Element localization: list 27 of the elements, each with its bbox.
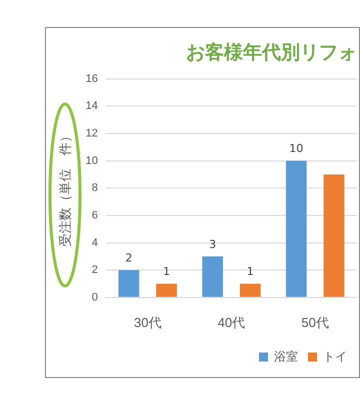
y-tick-label: 14 xyxy=(86,100,98,112)
x-tick-label: 30代 xyxy=(134,314,162,330)
bar xyxy=(286,160,307,297)
y-axis-title: 受注数（単位 件） xyxy=(57,130,72,247)
x-tick-label: 50代 xyxy=(301,314,329,330)
data-label: 2 xyxy=(125,251,132,264)
y-tick-label: 16 xyxy=(86,72,98,85)
legend-label: 浴室 xyxy=(274,349,298,364)
bar xyxy=(156,284,177,297)
legend-label: トイ xyxy=(323,349,347,364)
bar xyxy=(202,256,223,297)
y-tick-label: 0 xyxy=(92,291,98,304)
y-tick-label: 6 xyxy=(92,209,98,222)
bar xyxy=(118,270,140,297)
bar xyxy=(324,174,344,297)
data-label: 1 xyxy=(163,265,170,278)
x-tick-label: 40代 xyxy=(218,314,246,330)
data-label: 3 xyxy=(209,238,216,251)
y-tick-label: 10 xyxy=(86,154,98,167)
y-tick-label: 8 xyxy=(92,182,98,194)
y-tick-label: 4 xyxy=(92,236,98,249)
data-label: 1 xyxy=(246,265,254,278)
y-tick-label: 2 xyxy=(92,264,98,276)
y-tick-label: 12 xyxy=(86,127,98,140)
data-label: 10 xyxy=(289,142,304,156)
bar xyxy=(240,284,261,297)
chart-title: お客様年代別リフォ xyxy=(186,41,357,64)
